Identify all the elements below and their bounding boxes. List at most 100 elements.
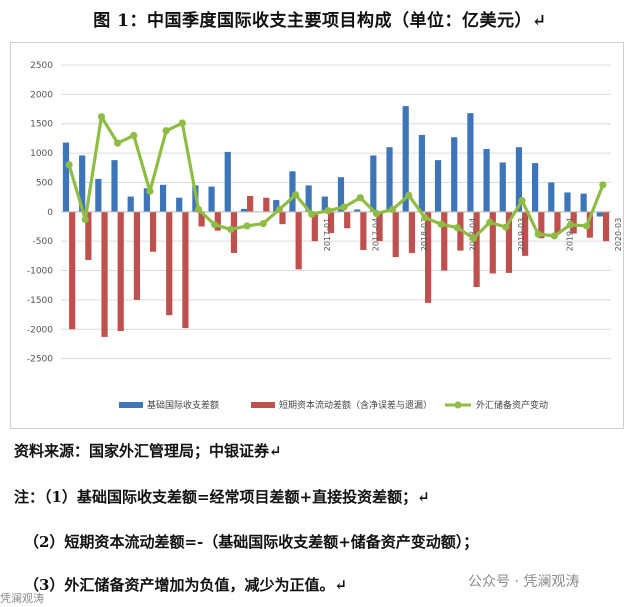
chart-svg: 2500 2000 1500 1000 500 0 -500 -1000 -1500 -2000 -… [27, 61, 623, 411]
point-reserve-change [518, 197, 526, 205]
bar-short-term-capital [69, 211, 76, 330]
watermark: 公众号 · 凭澜观涛 [468, 574, 580, 590]
y-tick-label: 2500 [30, 61, 53, 71]
point-reserve-change [356, 194, 364, 202]
y-tick-label: 1000 [30, 149, 53, 159]
bar-short-term-capital [247, 195, 254, 212]
point-reserve-change [453, 224, 461, 232]
watermark-left: 凭澜观涛 [0, 592, 44, 605]
bar-basic-balance [467, 113, 474, 212]
bar-basic-balance [580, 193, 587, 212]
bar-basic-balance [548, 182, 555, 212]
bar-basic-balance [515, 147, 523, 212]
y-tick-label: 500 [36, 178, 53, 188]
point-reserve-change [502, 223, 510, 231]
bar-short-term-capital [166, 211, 173, 316]
point-reserve-change [340, 203, 348, 211]
bar-basic-balance [402, 106, 409, 212]
bar-short-term-capital [133, 211, 140, 300]
bar-short-term-capital [392, 211, 399, 258]
bar-short-term-capital [554, 211, 561, 235]
bar-basic-balance [176, 197, 183, 212]
legend-label-basic: 基础国际收支差额 [147, 399, 219, 411]
point-reserve-change [486, 218, 494, 226]
point-reserve-change [437, 220, 445, 228]
bar-short-term-capital [602, 211, 610, 242]
bar-basic-balance [79, 155, 86, 212]
x-tick-label: 2019-04 [566, 218, 575, 251]
bar-basic-balance [111, 160, 118, 212]
bar-basic-balance [337, 177, 345, 212]
bar-short-term-capital [570, 211, 577, 234]
point-reserve-change [324, 207, 332, 215]
point-reserve-change [114, 139, 122, 147]
point-reserve-change [599, 181, 607, 189]
y-tick-label: 1500 [30, 120, 53, 130]
x-tick-label: 2017-01 [323, 218, 332, 251]
point-reserve-change [81, 215, 89, 224]
point-reserve-change [65, 161, 73, 169]
bar-short-term-capital [344, 211, 351, 229]
bar-short-term-capital [522, 211, 529, 256]
bar-basic-balance [564, 192, 571, 212]
note-1: 注：（1）基础国际收支差额=经常项目差额+直接投资差额；↵ [14, 488, 430, 506]
point-reserve-change [469, 234, 478, 242]
note-2: （2）短期资本流动差额=-（基础国际收支差额+储备资产变动额）； [24, 533, 479, 551]
point-reserve-change [275, 205, 283, 214]
bar-basic-balance [224, 151, 231, 212]
bar-basic-balance [354, 209, 361, 212]
bar-short-term-capital [263, 197, 270, 212]
point-reserve-change [146, 187, 154, 195]
bar-short-term-capital [360, 211, 367, 250]
bar-short-term-capital [505, 211, 513, 273]
source-note: 资料来源：国家外汇管理局；中银证券↵ [14, 442, 282, 460]
point-reserve-change [372, 209, 381, 218]
point-reserve-change [389, 205, 397, 214]
bar-short-term-capital [311, 211, 318, 242]
legend-swatch-short-term [251, 402, 275, 408]
x-tick-label: 2020-03 [614, 218, 623, 251]
y-tick-label: -1500 [27, 296, 53, 306]
bar-basic-balance [273, 200, 280, 212]
bar-basic-balance [532, 163, 539, 212]
line-reserve-change [67, 115, 605, 240]
bar-basic-balance [159, 184, 167, 212]
y-tick-label: -2500 [27, 355, 53, 365]
bar-short-term-capital [230, 211, 238, 253]
x-tick-label: 2017-04 [371, 218, 380, 251]
bar-short-term-capital [424, 211, 432, 303]
chart-title: 图 1：中国季度国际收支主要项目构成（单位：亿美元）↵ [93, 11, 547, 31]
bar-short-term-capital [408, 211, 415, 253]
bar-basic-balance [418, 134, 425, 212]
note-3: （3）外汇储备资产增加为负值，减少为正值。↵ [24, 576, 348, 594]
point-reserve-change [130, 131, 138, 140]
x-tick-label: 2019-03 [517, 218, 526, 251]
bar-short-term-capital [327, 211, 335, 233]
bar-basic-balance [240, 208, 248, 212]
y-tick-label: 0 [47, 208, 53, 218]
legend-swatch-basic [119, 402, 143, 408]
y-tick-label: -2000 [27, 325, 53, 335]
bar-short-term-capital [182, 211, 189, 329]
bar-basic-balance [499, 162, 506, 212]
bar-basic-balance [483, 148, 490, 212]
bar-short-term-capital [149, 211, 157, 252]
bar-basic-balance [596, 211, 603, 217]
bar-basic-balance [143, 188, 150, 212]
y-tick-label: -500 [33, 237, 54, 247]
bar-short-term-capital [198, 211, 205, 227]
point-reserve-change [259, 219, 267, 228]
point-reserve-change [162, 127, 170, 135]
bar-short-term-capital [279, 211, 286, 225]
bar-basic-balance [321, 196, 328, 212]
bar-basic-balance [305, 185, 312, 212]
chart-frame: 2500 2000 1500 1000 500 0 -500 -1000 -1500 -2000 -… [10, 42, 624, 429]
point-reserve-change [566, 221, 575, 229]
bar-short-term-capital [489, 211, 496, 274]
bar-short-term-capital [473, 211, 480, 287]
point-reserve-change [291, 191, 300, 199]
bar-basic-balance [62, 142, 70, 212]
bar-basic-balance [386, 147, 393, 212]
x-tick-label: 2018-04 [469, 218, 478, 251]
y-tick-label: -1000 [27, 267, 53, 277]
